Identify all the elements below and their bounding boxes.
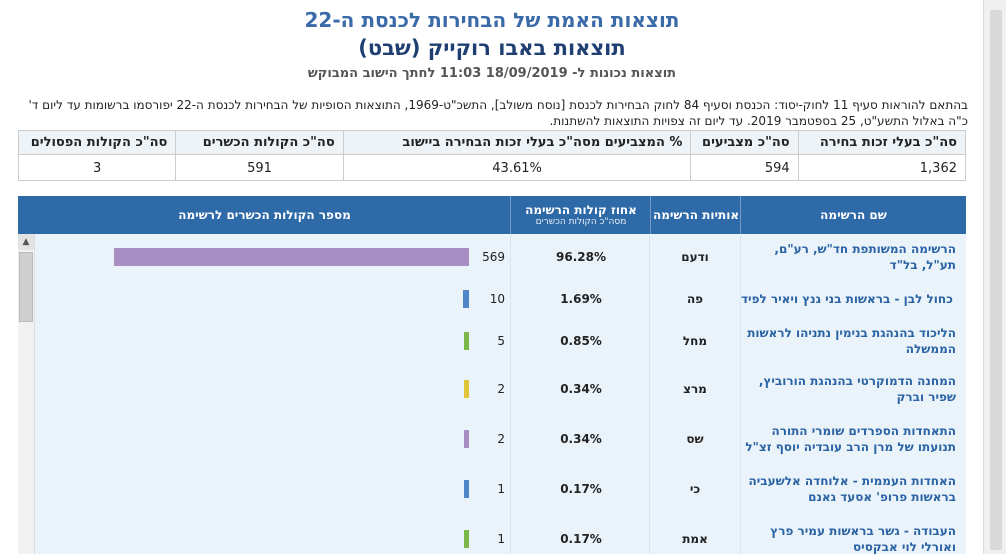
votes-cell: 10 [18, 280, 511, 318]
summary-label-invalid: סה"כ הקולות הפסולים [17, 130, 177, 155]
list-percent: 1.69% [510, 280, 651, 318]
list-letters: פה [649, 280, 741, 318]
list-name-link[interactable]: כחול לבן - בראשות בני גנץ ויאיר לפיד [741, 292, 953, 306]
summary-value-invalid: 3 [17, 154, 177, 181]
results-scrollbar[interactable]: ▲ [18, 234, 35, 554]
header-list-name: שם הרשימה [740, 196, 966, 234]
results-header: שם הרשימה אותיות הרשימה אחוז קולות הרשימ… [17, 196, 966, 234]
list-vote-count: 2 [497, 432, 505, 446]
table-row[interactable]: כחול לבן - בראשות בני גנץ ויאיר לפיד פה 1.… [18, 280, 966, 319]
vote-bar [463, 290, 469, 308]
table-row[interactable]: התאחדות הספרדים שומרי התורה תנועתו של מר… [18, 414, 966, 465]
list-percent: 0.85% [510, 318, 651, 364]
vote-bar [464, 480, 469, 498]
votes-cell: 569 [18, 234, 511, 280]
list-letters: ודעם [649, 234, 741, 280]
list-name-link[interactable]: הליכוד בהנהגת בנימין נתניהו לראשות הממשל… [747, 326, 956, 356]
list-percent: 0.17% [510, 464, 651, 514]
summary-table: סה"כ בעלי זכות בחירה סה"כ מצביעים % המצב… [17, 130, 967, 181]
header-percent: אחוז קולות הרשימה מסה"כ הקולות הכשרים [510, 196, 651, 234]
list-vote-count: 569 [482, 250, 505, 264]
list-percent: 0.34% [510, 414, 651, 464]
votes-cell: 1 [18, 514, 511, 554]
legal-note: בהתאם להוראות סעיף 11 לחוק-יסוד: הכנסת ו… [28, 98, 969, 128]
table-row[interactable]: העבודה - גשר בראשות עמיר פרץ ואורלי לוי … [18, 514, 966, 554]
list-letters: שס [649, 414, 741, 464]
votes-cell: 2 [18, 414, 511, 464]
header-votes: מספר הקולות הכשרים לרשימה [17, 196, 511, 234]
summary-label-voters: סה"כ מצביעים [690, 130, 799, 155]
list-name-link[interactable]: הרשימה המשותפת חד"ש, רע"ם, תע"ל, בל"ד [774, 242, 956, 272]
header-percent-sub: מסה"כ הקולות הכשרים [535, 217, 627, 227]
table-row[interactable]: הליכוד בהנהגת בנימין נתניהו לראשות הממשל… [18, 318, 966, 365]
summary-value-valid: 591 [175, 154, 344, 181]
page-scrollbar-thumb[interactable] [990, 10, 1002, 550]
vote-bar [464, 530, 469, 548]
list-letters: אמת [649, 514, 741, 554]
vote-bar [464, 380, 469, 398]
summary-label-turnout: % המצביעים מסה"כ בעלי זכות הבחירה ביישוב [342, 130, 692, 155]
vote-bar [464, 430, 469, 448]
results-rows[interactable]: הרשימה המשותפת חד"ש, רע"ם, תע"ל, בל"ד ודע… [18, 234, 966, 554]
summary-value-turnout: 43.61% [342, 154, 692, 181]
results-timestamp: תוצאות נכונות ל- 18/09/2019 11:03 לחתך ה… [307, 66, 677, 81]
table-row[interactable]: האחדות העממית - אלוחדה אלשעביה בראשות פר… [18, 464, 966, 515]
table-row[interactable]: המחנה הדמוקרטי בהנהגת הורוביץ, שפיר וברק… [18, 364, 966, 415]
page-scrollbar[interactable] [983, 0, 1006, 554]
votes-cell: 5 [18, 318, 511, 364]
list-vote-count: 5 [497, 334, 505, 348]
list-letters: מרצ [649, 364, 741, 414]
summary-label-eligible: סה"כ בעלי זכות בחירה [797, 130, 967, 155]
list-vote-count: 2 [497, 382, 505, 396]
header-percent-label: אחוז קולות הרשימה [525, 203, 637, 217]
votes-cell: 1 [18, 464, 511, 514]
list-percent: 0.17% [510, 514, 651, 554]
header-list-letters: אותיות הרשימה [650, 196, 741, 234]
results-grid: שם הרשימה אותיות הרשימה אחוז קולות הרשימ… [17, 196, 966, 554]
list-letters: מחל [649, 318, 741, 364]
summary-value-eligible: 1,362 [797, 154, 967, 181]
locality-title: תוצאות באבו רוקייק (שבט) [358, 36, 626, 60]
summary-label-valid: סה"כ הקולות הכשרים [175, 130, 344, 155]
scrollbar-thumb[interactable] [19, 252, 33, 322]
list-vote-count: 1 [497, 482, 505, 496]
list-name-link[interactable]: התאחדות הספרדים שומרי התורה תנועתו של מר… [745, 424, 956, 454]
vote-bar [464, 332, 469, 350]
list-name-link[interactable]: העבודה - גשר בראשות עמיר פרץ ואורלי לוי … [770, 524, 956, 554]
vote-bar [114, 248, 469, 266]
page-title: תוצאות האמת של הבחירות לכנסת ה-22 [304, 8, 680, 32]
list-name-link[interactable]: האחדות העממית - אלוחדה אלשעביה בראשות פר… [748, 474, 956, 504]
table-row[interactable]: הרשימה המשותפת חד"ש, רע"ם, תע"ל, בל"ד ודע… [18, 234, 966, 281]
scroll-up-icon[interactable]: ▲ [18, 234, 34, 250]
list-vote-count: 1 [497, 532, 505, 546]
list-vote-count: 10 [489, 292, 505, 306]
votes-cell: 2 [18, 364, 511, 414]
list-percent: 0.34% [510, 364, 651, 414]
summary-value-voters: 594 [690, 154, 799, 181]
list-letters: כי [649, 464, 741, 514]
list-name-link[interactable]: המחנה הדמוקרטי בהנהגת הורוביץ, שפיר וברק [758, 374, 956, 404]
list-percent: 96.28% [510, 234, 651, 280]
